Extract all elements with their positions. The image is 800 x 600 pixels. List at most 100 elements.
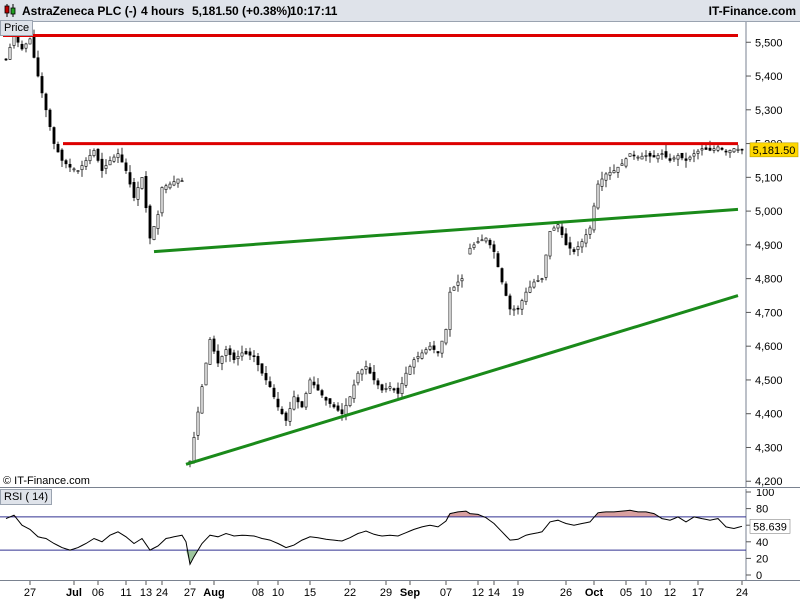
rsi-overbought-fill	[618, 511, 622, 517]
x-tick-label: 08	[252, 587, 264, 599]
candle-body	[292, 396, 296, 410]
candle-body	[388, 386, 392, 389]
price-y-tick-label: 5,500	[755, 37, 783, 49]
candle-body	[76, 170, 80, 172]
candle-body	[500, 268, 504, 283]
candle-body	[556, 224, 560, 229]
candle-body	[708, 147, 712, 151]
candle-body	[416, 356, 420, 359]
candle-body	[580, 241, 584, 248]
candle-body	[432, 345, 436, 350]
candle-body	[488, 239, 492, 246]
candle-body	[372, 371, 376, 381]
candle-body	[404, 372, 408, 386]
candle-body	[92, 150, 96, 156]
candle-body	[136, 187, 140, 200]
x-tick-label: 11	[120, 587, 131, 599]
candle-body	[340, 409, 344, 415]
candle-body	[676, 155, 680, 160]
candle-body	[536, 280, 540, 282]
candle-body	[332, 404, 336, 408]
rsi-overbought-fill	[458, 511, 462, 517]
candle-body	[496, 253, 500, 268]
rsi-overbought-fill	[638, 511, 642, 517]
x-tick-label: 24	[736, 587, 748, 599]
candle-body	[640, 155, 644, 160]
price-chart[interactable]: 5,5005,4005,3005,2005,1005,0004,9004,800…	[0, 22, 800, 488]
candle-body	[376, 380, 380, 386]
x-tick-label: Aug	[203, 587, 224, 599]
candle-body	[508, 295, 512, 310]
candle-body	[296, 397, 300, 403]
candle-body	[108, 160, 112, 166]
candle-body	[412, 359, 416, 368]
candle-body	[368, 367, 372, 374]
rsi-overbought-fill	[462, 511, 466, 517]
candle-body	[20, 43, 24, 50]
x-tick-label: 12	[472, 587, 484, 599]
candle-body	[336, 405, 340, 411]
candle-body	[12, 35, 16, 46]
candle-body	[224, 349, 228, 356]
candle-body	[356, 372, 360, 384]
rsi-value-label: 58.639	[753, 521, 787, 533]
candle-body	[288, 408, 292, 422]
candle-body	[396, 387, 400, 394]
candle-body	[468, 247, 472, 255]
candle-body	[84, 160, 88, 167]
candle-body	[116, 153, 120, 158]
candle-body	[560, 226, 564, 236]
x-tick-label: 12	[664, 587, 676, 599]
rsi-overbought-fill	[630, 510, 634, 517]
candle-body	[312, 381, 316, 386]
x-tick-label: 06	[92, 587, 104, 599]
candle-body	[364, 366, 368, 370]
candle-body	[548, 231, 552, 257]
rsi-overbought-fill	[466, 511, 470, 517]
candle-body	[632, 154, 636, 157]
candle-body	[60, 149, 64, 161]
rsi-y-tick-label: 0	[756, 570, 762, 581]
rsi-overbought-fill	[646, 511, 650, 517]
candle-body	[712, 148, 716, 151]
candle-body	[492, 244, 496, 252]
price-y-tick-label: 4,700	[755, 307, 783, 319]
candle-body	[700, 148, 704, 151]
candle-body	[564, 233, 568, 246]
candle-body	[736, 148, 740, 151]
rsi-chart[interactable]: 100806040200 58.639	[0, 489, 800, 581]
candle-body	[476, 241, 480, 244]
candle-body	[4, 58, 8, 61]
candle-body	[728, 150, 732, 154]
candle-body	[104, 165, 108, 169]
price-panel-label: Price	[0, 20, 34, 36]
rsi-overbought-fill	[642, 511, 646, 517]
candle-body	[552, 227, 556, 231]
header-time: 10:17:11	[290, 4, 338, 18]
x-tick-label: 27	[24, 587, 36, 599]
trendline	[185, 294, 739, 466]
candle-body	[680, 152, 684, 159]
candle-body	[200, 386, 204, 414]
candle-body	[444, 328, 448, 344]
candle-body	[648, 152, 652, 157]
price-y-tick-label: 4,300	[755, 442, 783, 454]
x-tick-label: 27	[184, 587, 196, 599]
candle-body	[308, 379, 312, 394]
rsi-oversold-fill	[190, 550, 194, 565]
candle-body	[672, 157, 676, 160]
price-y-tick-label: 5,400	[755, 71, 783, 83]
candle-body	[328, 398, 332, 404]
copyright-label: © IT-Finance.com	[3, 475, 90, 487]
candle-body	[260, 363, 264, 374]
price-y-tick-label: 4,600	[755, 341, 783, 353]
candle-body	[192, 437, 196, 462]
resistance-lines	[3, 34, 738, 146]
candle-body	[160, 187, 164, 214]
candle-body	[348, 396, 352, 406]
rsi-plot-area	[0, 489, 746, 581]
candle-body	[88, 155, 92, 162]
price-y-tick-label: 4,900	[755, 240, 783, 252]
candle-body	[132, 182, 136, 198]
candle-body	[576, 246, 580, 251]
